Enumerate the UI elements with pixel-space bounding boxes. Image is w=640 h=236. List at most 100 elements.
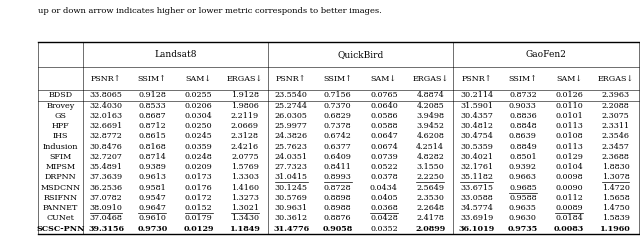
Text: 0.9581: 0.9581 [138,184,166,192]
Text: 2.2088: 2.2088 [602,102,629,110]
Text: 0.0255: 0.0255 [185,91,212,99]
Text: 35.4891: 35.4891 [90,163,122,171]
Text: 0.9663: 0.9663 [509,173,537,181]
Text: 4.2514: 4.2514 [416,143,444,151]
Text: 33.6715: 33.6715 [460,184,493,192]
Text: 0.0184: 0.0184 [556,214,583,222]
Text: SAM↓: SAM↓ [186,75,212,83]
Text: CUNet: CUNet [47,214,74,222]
Text: 0.8168: 0.8168 [138,143,166,151]
Text: MSDCNN: MSDCNN [40,184,81,192]
Text: 1.1849: 1.1849 [230,224,260,232]
Text: 0.9547: 0.9547 [138,194,166,202]
Text: 1.3430: 1.3430 [231,214,259,222]
Text: SSIM↑: SSIM↑ [508,75,538,83]
Text: 0.0368: 0.0368 [370,204,398,212]
Text: 0.0588: 0.0588 [370,122,397,130]
Text: SAM↓: SAM↓ [556,75,582,83]
Text: 0.0083: 0.0083 [554,224,584,232]
Text: 1.4750: 1.4750 [602,204,629,212]
Text: 0.9613: 0.9613 [138,173,166,181]
Text: 0.6829: 0.6829 [324,112,351,120]
Text: ERGAS↓: ERGAS↓ [597,75,634,83]
Text: 0.6377: 0.6377 [324,143,351,151]
Text: 2.4216: 2.4216 [231,143,259,151]
Text: 0.9730: 0.9730 [137,224,168,232]
Text: Landsat8: Landsat8 [154,51,196,59]
Text: 36.2536: 36.2536 [90,184,122,192]
Text: 0.0108: 0.0108 [556,132,583,140]
Text: 30.5359: 30.5359 [460,143,493,151]
Text: 30.4812: 30.4812 [460,122,493,130]
Text: 24.3826: 24.3826 [275,132,308,140]
Text: 0.8639: 0.8639 [509,132,537,140]
Text: 0.9588: 0.9588 [509,194,537,202]
Text: 0.0113: 0.0113 [556,143,583,151]
Text: 0.8712: 0.8712 [138,122,166,130]
Text: 0.8615: 0.8615 [138,132,166,140]
Text: 0.8848: 0.8848 [509,122,537,130]
Text: 36.1019: 36.1019 [458,224,495,232]
Text: PSNR↑: PSNR↑ [276,75,307,83]
Text: 32.1761: 32.1761 [460,163,493,171]
Text: 0.8988: 0.8988 [324,204,351,212]
Text: 0.0765: 0.0765 [370,91,397,99]
Text: 0.0428: 0.0428 [370,214,398,222]
Text: 25.9977: 25.9977 [275,122,308,130]
Text: 2.3688: 2.3688 [602,153,630,161]
Text: GS: GS [54,112,67,120]
Text: 31.0415: 31.0415 [275,173,308,181]
Text: 0.0209: 0.0209 [185,163,212,171]
Text: 0.8714: 0.8714 [138,153,166,161]
Text: 0.0101: 0.0101 [556,112,583,120]
Text: 0.7156: 0.7156 [324,91,351,99]
Text: 1.5839: 1.5839 [602,214,630,222]
Text: 4.8282: 4.8282 [417,153,444,161]
Text: 33.8065: 33.8065 [90,91,122,99]
Text: 3.9498: 3.9498 [416,112,444,120]
Text: 0.0674: 0.0674 [370,143,398,151]
Text: 0.8993: 0.8993 [324,173,351,181]
Text: 0.0378: 0.0378 [370,173,397,181]
Text: 2.3457: 2.3457 [602,143,630,151]
Text: 30.4754: 30.4754 [460,132,493,140]
Text: 0.8728: 0.8728 [324,184,351,192]
Text: 0.0113: 0.0113 [556,122,583,130]
Text: 0.0647: 0.0647 [370,132,398,140]
Text: 2.0899: 2.0899 [415,224,445,232]
Text: SFIM: SFIM [49,153,72,161]
Text: 0.9610: 0.9610 [138,214,166,222]
Text: 0.0522: 0.0522 [370,163,398,171]
Text: 1.8830: 1.8830 [602,163,629,171]
Text: SAM↓: SAM↓ [371,75,397,83]
Text: 26.0305: 26.0305 [275,112,308,120]
Text: 0.0152: 0.0152 [185,204,212,212]
Text: 0.0586: 0.0586 [370,112,397,120]
Text: 25.2744: 25.2744 [275,102,308,110]
Text: 2.2119: 2.2119 [231,112,259,120]
Text: 1.9806: 1.9806 [231,102,259,110]
Text: 0.6742: 0.6742 [324,132,351,140]
Text: 0.0359: 0.0359 [185,143,212,151]
Text: 39.3156: 39.3156 [88,224,124,232]
Text: BDSD: BDSD [49,91,73,99]
Text: 0.7370: 0.7370 [324,102,351,110]
Text: 32.0163: 32.0163 [90,112,122,120]
Text: Brovey: Brovey [47,102,75,110]
Text: 30.9631: 30.9631 [275,204,308,212]
Text: ERGAS↓: ERGAS↓ [412,75,449,83]
Text: 33.6919: 33.6919 [460,214,493,222]
Text: 38.0910: 38.0910 [90,204,122,212]
Text: 0.0434: 0.0434 [370,184,398,192]
Text: 0.0352: 0.0352 [370,224,398,232]
Text: QuickBird: QuickBird [338,51,384,59]
Text: 2.3311: 2.3311 [602,122,630,130]
Text: HPF: HPF [52,122,69,130]
Text: GaoFen2: GaoFen2 [525,51,566,59]
Text: 0.0248: 0.0248 [185,153,212,161]
Text: 1.3273: 1.3273 [231,194,259,202]
Text: 0.9635: 0.9635 [509,204,537,212]
Text: 32.6691: 32.6691 [90,122,123,130]
Text: 0.0304: 0.0304 [185,112,212,120]
Text: 1.3021: 1.3021 [231,204,259,212]
